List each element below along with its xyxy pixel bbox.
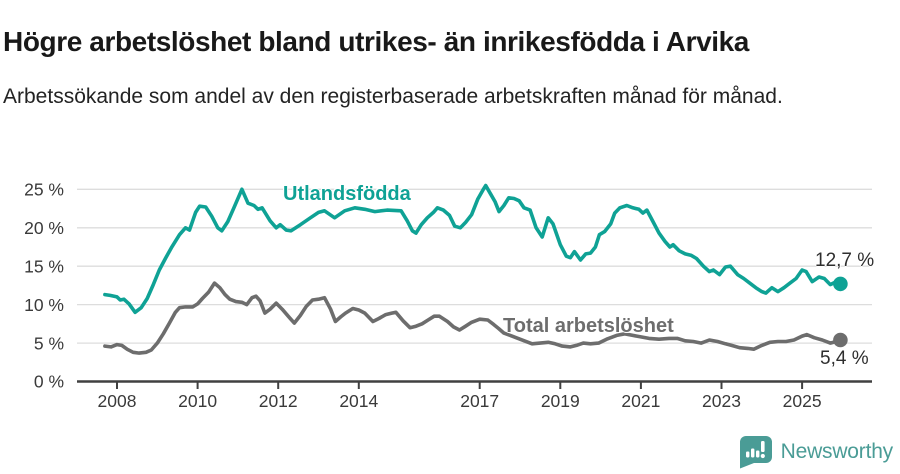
end-value-total: 5,4 %: [820, 348, 869, 369]
series-label-utlandsfodda: Utlandsfödda: [283, 183, 411, 205]
x-tick-label: 2008: [98, 391, 137, 411]
x-tick-label: 2010: [178, 391, 217, 411]
x-tick-label: 2021: [621, 391, 660, 411]
newsworthy-brand[interactable]: Newsworthy: [737, 435, 893, 469]
series-line-0: [103, 183, 843, 315]
series-line-1: [103, 281, 843, 355]
y-tick-label: 10 %: [24, 295, 64, 315]
x-tick-label: 2012: [259, 391, 298, 411]
brand-name: Newsworthy: [780, 440, 894, 463]
y-tick-label: 25 %: [24, 180, 64, 200]
end-value-utlandsfodda: 12,7 %: [815, 250, 875, 271]
series-end-dot-1: [833, 332, 848, 348]
chart-subtitle: Arbetssökande som andel av den registerb…: [3, 85, 783, 108]
page-title: Högre arbetslöshet bland utrikes- än inr…: [3, 25, 749, 57]
y-tick-label: 0 %: [34, 372, 64, 392]
x-tick-label: 2023: [702, 391, 741, 411]
x-tick-label: 2025: [783, 391, 822, 411]
unemployment-line-chart: 2008 2010 2012 2014 2017 2019 2021 2023 2025 0 % 5…: [24, 180, 872, 411]
y-tick-label: 15 %: [24, 256, 64, 276]
x-tick-label: 2019: [541, 391, 580, 411]
series-label-total-arbetsloshet: Total arbetslöshet: [503, 315, 674, 337]
newsworthy-logo-icon: [739, 436, 772, 469]
series-end-dot-0: [833, 276, 848, 292]
y-tick-label: 5 %: [34, 333, 64, 353]
x-tick-label: 2017: [460, 391, 499, 411]
y-tick-label: 20 %: [24, 218, 64, 238]
x-tick-label: 2014: [339, 391, 378, 411]
